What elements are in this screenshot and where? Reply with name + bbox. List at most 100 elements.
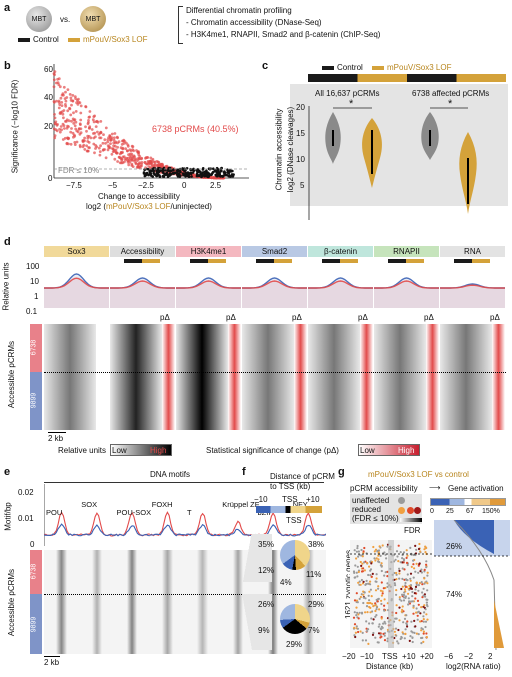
g-scatter-dot — [422, 615, 425, 618]
g-scatter-dot — [378, 623, 381, 626]
d-scale-label: 2 kb — [48, 434, 64, 443]
volcano-dot-affected — [57, 77, 61, 81]
g-scatter-dot — [355, 625, 358, 628]
volcano-dot-unaffected — [201, 167, 205, 170]
xlabel2-a: log2 ( — [86, 202, 107, 211]
g-scatter-dot — [416, 614, 419, 617]
volcano-dot-affected — [104, 156, 108, 160]
g-rna-ratio — [434, 520, 510, 651]
e-side-6738 — [30, 550, 42, 594]
g-scatter-dot — [370, 595, 373, 598]
g-pct-26: 26% — [446, 542, 463, 551]
g-scatter-dot — [414, 597, 417, 600]
volcano-dot-affected — [53, 136, 57, 140]
g-scatter-dot — [400, 610, 403, 613]
d-pdelta-label: pΔ — [292, 313, 302, 322]
bracket — [178, 6, 183, 44]
g-scatter-dot — [412, 606, 415, 609]
c-control-swatch — [322, 66, 334, 70]
g-scatter-dot — [415, 632, 418, 635]
volcano-dot-unaffected — [207, 175, 211, 178]
volcano-dot-affected — [137, 153, 141, 156]
g-scatter-dot — [362, 580, 365, 583]
volcano-dot-unaffected — [187, 173, 191, 176]
volcano-dot-affected — [87, 126, 91, 130]
volcano-dot-unaffected — [162, 169, 165, 172]
volcano-xtick-4: 2.5 — [210, 181, 222, 190]
volcano-dot-affected — [140, 157, 143, 161]
volcano-dot-affected — [91, 118, 95, 122]
g-scatter-dot — [401, 557, 404, 560]
g-scatter-dot — [362, 567, 365, 570]
volcano-dot-affected — [52, 78, 56, 82]
g-scatter-dot — [377, 597, 380, 600]
volcano-dot-affected — [127, 163, 131, 167]
volcano-dot-affected — [114, 151, 118, 155]
d-profile-line — [374, 280, 439, 289]
g-scatter-dot — [372, 631, 375, 635]
d-track-condition-bar — [454, 259, 490, 263]
g-scatter-dot — [376, 549, 379, 552]
c-ytick-20: 20 — [296, 103, 305, 112]
volcano-dot-affected — [213, 176, 217, 180]
g-scatter-dot — [374, 604, 377, 607]
d-pdelta-column — [228, 324, 241, 430]
g-scatter-dot — [395, 571, 398, 575]
volcano-dot-unaffected — [181, 172, 185, 175]
d-profile-line — [44, 277, 109, 289]
g-scatter-dot — [420, 636, 423, 640]
volcano-dot-affected — [94, 135, 97, 139]
volcano-dot-affected — [73, 124, 77, 128]
volcano-dot-affected — [149, 162, 153, 166]
g-scatter-dot — [374, 602, 377, 605]
volcano-ytick-40: 40 — [44, 93, 53, 102]
d-ytick-1: 1 — [34, 292, 39, 301]
f-axis-minus: −10 — [254, 495, 268, 504]
d-profile-band — [110, 278, 175, 308]
volcano-dot-affected — [84, 125, 87, 129]
g-scatter-dot — [403, 588, 407, 591]
volcano-dot-unaffected — [170, 169, 173, 173]
g-scatter — [350, 540, 432, 648]
d-profile-5 — [374, 277, 439, 308]
g-scatter-dot — [380, 635, 383, 638]
d-divider — [44, 372, 506, 373]
g-scatter-dot — [374, 580, 377, 583]
g-scatter-dot — [381, 590, 384, 593]
g-scatter-dot — [364, 611, 367, 614]
g-scatter-dot — [397, 544, 400, 547]
d-track-condition-bar — [124, 259, 160, 263]
g-scatter-dot — [398, 567, 401, 570]
volcano-dot-affected — [104, 126, 108, 130]
volcano-dot-affected — [117, 140, 121, 144]
e-heatmap — [44, 550, 326, 654]
volcano-dot-affected — [71, 117, 75, 121]
volcano-dot-affected — [83, 148, 87, 151]
g-dot-orange2 — [407, 507, 414, 514]
g-scatter-dot — [425, 580, 428, 583]
volcano-dot-affected — [121, 147, 125, 151]
volcano-dot-unaffected — [216, 171, 219, 174]
g-scatter-dot — [355, 606, 358, 609]
g-scatter-dot — [358, 580, 361, 583]
volcano-dot-affected — [145, 162, 149, 166]
g-scatter-dot — [410, 565, 413, 568]
g-xtick2-0: −6 — [444, 652, 454, 661]
e-ylabel: Motif/bp — [3, 502, 13, 531]
g-scatter-dot — [407, 592, 410, 595]
volcano-dot-affected — [143, 160, 147, 164]
g-scatter-dot — [406, 554, 409, 557]
g-scatter-dot — [424, 595, 427, 598]
g-scatter-dot — [358, 611, 361, 614]
volcano-dot-affected — [110, 152, 114, 156]
g-scatter-dot — [417, 603, 420, 606]
volcano-dot-affected — [149, 156, 153, 160]
g-scatter-dot — [422, 620, 425, 623]
volcano-dot-unaffected — [153, 173, 157, 176]
g-pct-74: 74% — [446, 590, 463, 599]
lof-label: mPouV/Sox3 LOF — [83, 35, 148, 44]
e-motif-label: POU-SOX — [116, 508, 152, 517]
g-scatter-dot — [410, 600, 413, 603]
g-scatter-dot — [413, 592, 416, 595]
g-scatter-dot — [424, 608, 427, 611]
